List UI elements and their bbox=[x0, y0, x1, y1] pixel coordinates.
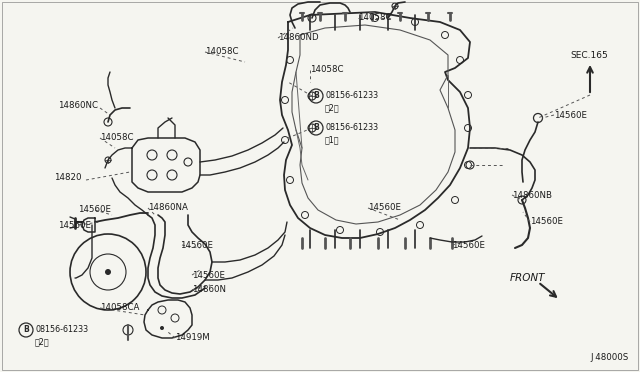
Text: 14820: 14820 bbox=[54, 173, 81, 183]
Text: 14560E: 14560E bbox=[530, 218, 563, 227]
Text: 14058C: 14058C bbox=[205, 48, 239, 57]
Text: FRONT: FRONT bbox=[510, 273, 545, 283]
Text: J 48000S: J 48000S bbox=[590, 353, 628, 362]
Text: 14560E: 14560E bbox=[58, 221, 91, 230]
Text: 08156-61233: 08156-61233 bbox=[325, 124, 378, 132]
Text: 14919M: 14919M bbox=[175, 334, 210, 343]
Text: 14560E: 14560E bbox=[368, 203, 401, 212]
Circle shape bbox=[105, 269, 111, 275]
Text: 14860NB: 14860NB bbox=[512, 190, 552, 199]
Text: B: B bbox=[313, 92, 319, 100]
Text: 14058C: 14058C bbox=[100, 134, 134, 142]
Text: 08156-61233: 08156-61233 bbox=[325, 92, 378, 100]
Text: B: B bbox=[23, 326, 29, 334]
Circle shape bbox=[160, 326, 164, 330]
Text: 14560E: 14560E bbox=[192, 270, 225, 279]
Text: B: B bbox=[313, 124, 319, 132]
Text: （1）: （1） bbox=[325, 135, 339, 144]
Text: 14560E: 14560E bbox=[78, 205, 111, 215]
Text: 14860NC: 14860NC bbox=[58, 100, 98, 109]
Text: 14560E: 14560E bbox=[452, 241, 485, 250]
Text: 14860ND: 14860ND bbox=[278, 33, 319, 42]
Text: 14560E: 14560E bbox=[180, 241, 213, 250]
Text: 14860NA: 14860NA bbox=[148, 203, 188, 212]
Text: 14560E: 14560E bbox=[554, 110, 587, 119]
Text: （2）: （2） bbox=[325, 103, 340, 112]
Text: 14860N: 14860N bbox=[192, 285, 226, 295]
Text: 08156-61233: 08156-61233 bbox=[35, 326, 88, 334]
Text: 14058C: 14058C bbox=[310, 65, 344, 74]
Text: SEC.165: SEC.165 bbox=[570, 51, 608, 60]
Text: 14058CA: 14058CA bbox=[100, 304, 140, 312]
Text: （2）: （2） bbox=[35, 337, 50, 346]
Text: 14058C: 14058C bbox=[358, 13, 392, 22]
